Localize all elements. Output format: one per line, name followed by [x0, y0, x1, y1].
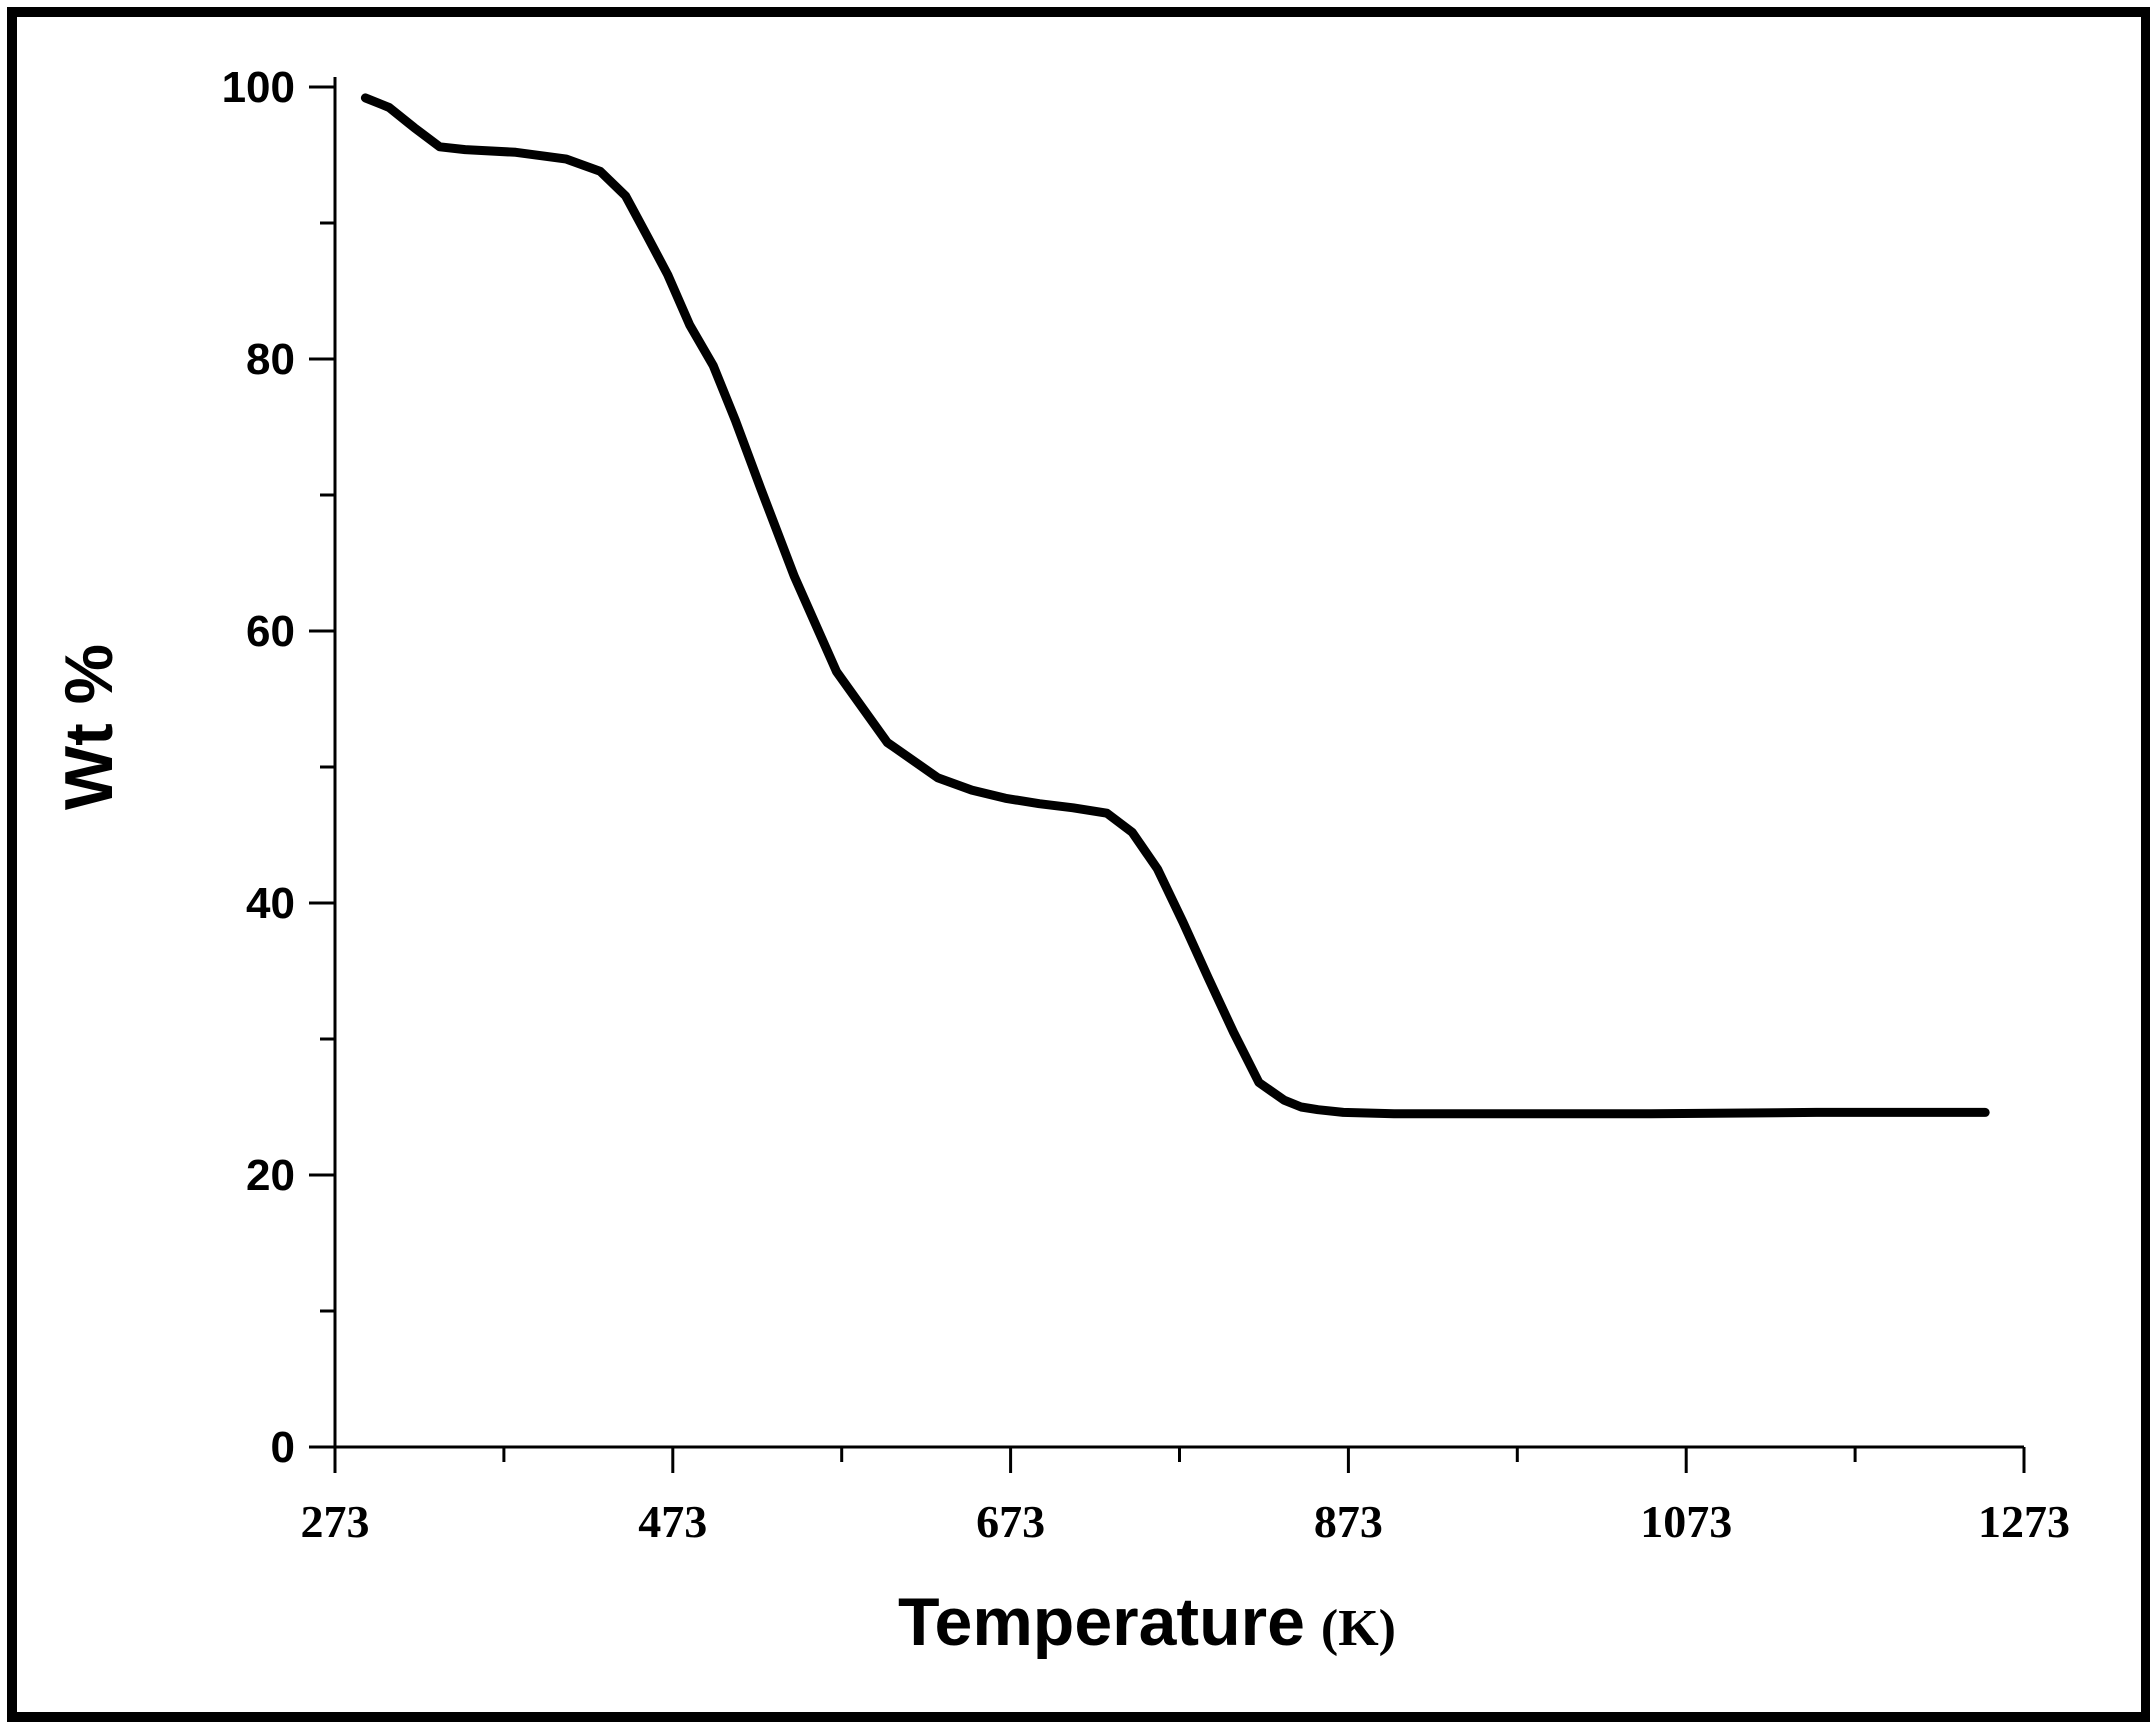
y-tick-label: 0 — [271, 1423, 295, 1472]
ticks — [309, 85, 2026, 1473]
x-tick-label: 473 — [638, 1496, 707, 1547]
y-tick-label: 60 — [246, 607, 295, 656]
y-tick-label: 80 — [246, 335, 295, 384]
y-tick-label: 100 — [222, 63, 295, 112]
x-tick-label: 673 — [976, 1496, 1045, 1547]
tick-labels: 0 20 40 60 80 100 273 473 673 873 1073 1273 — [222, 63, 2070, 1547]
y-tick-label: 40 — [246, 879, 295, 928]
x-tick-label: 873 — [1314, 1496, 1383, 1547]
axes — [333, 77, 2024, 1449]
tga-chart: 0 20 40 60 80 100 273 473 673 873 1073 1273 Wt % Te… — [51, 63, 2070, 1660]
x-axis-label-unit: (K) — [1321, 1600, 1396, 1657]
series-line — [360, 93, 1990, 1119]
y-tick-label: 20 — [246, 1151, 295, 1200]
x-axis-label: Temperature (K) — [898, 1584, 1396, 1660]
x-axis-label-text: Temperature — [898, 1584, 1305, 1660]
x-tick-label: 1073 — [1640, 1496, 1732, 1547]
x-tick-label: 273 — [301, 1496, 370, 1547]
x-tick-label: 1273 — [1978, 1496, 2070, 1547]
y-axis-label: Wt % — [51, 644, 127, 810]
chart-frame: 0 20 40 60 80 100 273 473 673 873 1073 1273 Wt % Te… — [7, 7, 2150, 1722]
series-layer — [360, 93, 1990, 1119]
